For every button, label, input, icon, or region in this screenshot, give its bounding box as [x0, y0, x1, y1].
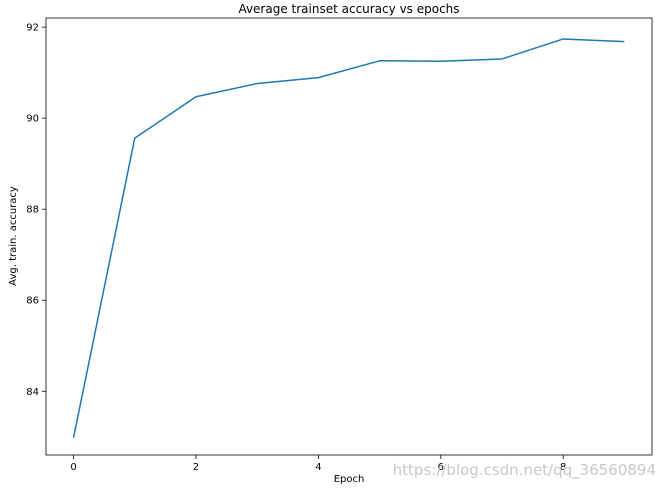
watermark-text: https://blog.csdn.net/qq_36560894	[393, 461, 656, 480]
plot-frame	[45, 17, 653, 456]
x-tick-label: 4	[315, 462, 321, 473]
y-tick-label: 92	[26, 23, 39, 34]
series-line	[72, 38, 625, 438]
x-axis-label: Epoch	[334, 474, 365, 485]
x-axis-ticks: 0 2 4 6 8	[70, 455, 566, 473]
x-tick-label: 8	[560, 462, 566, 473]
y-axis-ticks: 84 86 88 90 92	[26, 23, 46, 398]
chart-title: Average trainset accuracy vs epochs	[238, 2, 459, 16]
y-tick-label: 86	[26, 296, 39, 307]
y-tick-label: 84	[26, 387, 39, 398]
y-tick-label: 88	[26, 205, 39, 216]
x-tick-label: 2	[193, 462, 199, 473]
x-tick-label: 6	[438, 462, 444, 473]
y-tick-label: 90	[26, 114, 39, 125]
x-tick-label: 0	[70, 462, 76, 473]
y-axis-label: Avg. train. accuracy	[8, 186, 19, 286]
